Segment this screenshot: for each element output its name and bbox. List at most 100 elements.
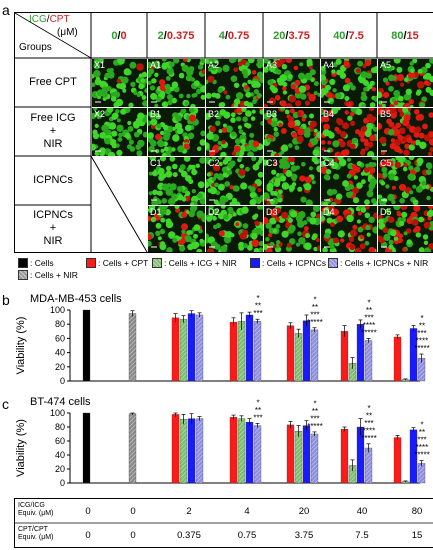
- micrograph-tile: A1: [148, 59, 205, 107]
- micrograph-tile: D4: [321, 206, 377, 252]
- y-tick-label: 80: [55, 422, 65, 432]
- legend-item-0: : Cells: [18, 258, 54, 268]
- tile-label: B5: [380, 109, 392, 119]
- dose-header-5: 80/15: [391, 29, 419, 42]
- tile-label: A3: [266, 60, 278, 70]
- micrograph-tile: D5: [378, 206, 433, 252]
- dose-header-cpt: 7.5: [348, 29, 364, 42]
- legend-label: : Cells + ICPNCs + NIR: [340, 258, 429, 268]
- legend-swatch: [18, 270, 28, 280]
- tile-label: D3: [266, 207, 278, 217]
- legend-item-3: : Cells + ICPNCs: [250, 258, 326, 268]
- tile-label: X2: [94, 109, 106, 119]
- legend-label: : Cells + ICPNCs: [262, 258, 326, 268]
- table-cell: 0: [85, 529, 91, 541]
- tile-label: B3: [266, 109, 278, 119]
- micrograph-tile: B1: [148, 108, 205, 156]
- corner-diagonal: [15, 13, 91, 58]
- significance-mark: ****: [416, 443, 428, 452]
- table-cell: 7.5: [355, 529, 369, 541]
- significance-mark: ***: [310, 310, 319, 319]
- micrograph-tile: C1: [148, 157, 205, 205]
- table-cell: 4: [244, 505, 250, 517]
- y-tick-label: 20: [55, 464, 65, 474]
- micrograph-tile: D1: [148, 206, 205, 252]
- tile-label: B1: [150, 109, 162, 119]
- bar: [245, 421, 254, 484]
- bar: [310, 329, 319, 382]
- micrograph-tile: B2: [206, 108, 263, 156]
- corner-cell: ICG/CPT (μM) Groups: [15, 13, 91, 58]
- y-tick-label: 60: [55, 436, 65, 446]
- dose-header-4: 40/7.5: [333, 29, 364, 42]
- micrograph-tile: B5: [378, 108, 433, 156]
- significance-mark: **: [312, 303, 318, 312]
- y-tick-label: 60: [55, 333, 65, 343]
- table-row2-label-b: Equiv. (μM): [18, 534, 54, 541]
- bar: [128, 413, 137, 484]
- significance-mark: *****: [307, 318, 323, 327]
- table-row2-label-a: CPT/CPT: [18, 526, 48, 533]
- tile-label: A2: [208, 60, 220, 70]
- significance-mark: *****: [361, 328, 377, 337]
- tile-label: D1: [150, 207, 162, 217]
- tile-label: B4: [323, 109, 335, 119]
- table-cell: 80: [411, 505, 423, 517]
- dose-header-0: 0/0: [111, 29, 127, 42]
- micrograph-tile: A4: [321, 59, 377, 107]
- micrograph-tile: A2: [206, 59, 263, 107]
- grid-lines: [15, 13, 433, 252]
- micrograph-tile: C5: [378, 157, 433, 205]
- table-cell: 20: [298, 505, 310, 517]
- dose-header-icg: 2: [157, 29, 164, 42]
- significance-mark: *: [367, 298, 370, 307]
- micrograph-tile: C3: [264, 157, 320, 205]
- bar: [302, 425, 311, 484]
- dose-header-icg: 4: [218, 29, 225, 42]
- significance-mark: ***: [364, 313, 373, 322]
- bar: [82, 309, 91, 382]
- y-tick-label: 0: [60, 478, 65, 488]
- significance-mark: **: [366, 306, 372, 315]
- table-cell: 3.75: [294, 529, 314, 541]
- dose-header-cpt: 15: [406, 29, 419, 42]
- dose-header-1: 2/0.375: [157, 29, 195, 42]
- table-cell: 40: [356, 505, 368, 517]
- micrograph-tile: C4: [321, 157, 377, 205]
- bar: [364, 340, 373, 382]
- corner-groups: Groups: [19, 42, 52, 53]
- bar: [253, 425, 262, 484]
- table-cell: 0: [130, 529, 136, 541]
- significance-mark: *****: [307, 422, 323, 431]
- table-row1-label-b: Equiv. (μM): [18, 510, 54, 517]
- legend-label: : Cells + NIR: [30, 270, 78, 280]
- micrograph-tile: B4: [321, 108, 377, 156]
- bar: [310, 433, 319, 484]
- row-label-0: Free CPT: [29, 76, 77, 88]
- table-cell: 0.75: [237, 529, 257, 541]
- corner-unit: (μM): [57, 27, 78, 38]
- bar: [294, 431, 303, 484]
- significance-mark: ***: [253, 414, 262, 423]
- dose-header-2: 4/0.75: [218, 29, 250, 42]
- dose-header-3: 20/3.75: [273, 29, 310, 42]
- significance-mark: *: [367, 404, 370, 413]
- legend-item-4: : Cells + ICPNCs + NIR: [328, 258, 428, 268]
- significance-mark: *: [420, 314, 423, 323]
- y-tick-label: 80: [55, 319, 65, 329]
- table-cell: 2: [186, 505, 192, 517]
- tile-label: D4: [323, 207, 335, 217]
- significance-mark: *: [313, 295, 316, 304]
- y-tick-label: 0: [60, 376, 65, 386]
- bar: [237, 321, 246, 382]
- legend-swatch: [152, 258, 162, 268]
- panel-c-letter: c: [2, 396, 9, 412]
- row-label-1: Free ICG + NIR: [30, 112, 76, 150]
- bar: [128, 313, 137, 382]
- panel-b-letter: b: [2, 292, 10, 308]
- bar: [340, 428, 349, 484]
- tile-label: A4: [323, 60, 335, 70]
- tile-label: C1: [150, 158, 162, 168]
- tile-label: A1: [150, 60, 162, 70]
